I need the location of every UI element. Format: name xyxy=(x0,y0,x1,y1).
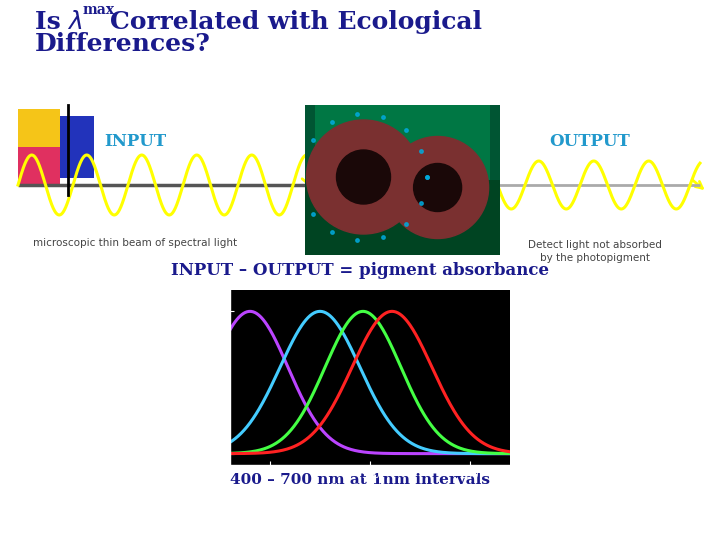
Bar xyxy=(18,109,60,147)
Text: Correlated with Ecological: Correlated with Ecological xyxy=(110,10,482,34)
Circle shape xyxy=(307,120,420,234)
Y-axis label: %Absorbance: %Absorbance xyxy=(158,344,168,411)
Bar xyxy=(315,105,490,180)
Text: INPUT – OUTPUT = pigment absorbance: INPUT – OUTPUT = pigment absorbance xyxy=(171,262,549,279)
Text: $\lambda$: $\lambda$ xyxy=(67,10,82,34)
Text: OUTPUT: OUTPUT xyxy=(549,133,631,150)
Text: 400 – 700 nm at 1nm intervals: 400 – 700 nm at 1nm intervals xyxy=(230,473,490,487)
Text: by the photopigment: by the photopigment xyxy=(540,253,650,263)
Bar xyxy=(18,145,60,185)
Circle shape xyxy=(336,150,390,204)
X-axis label: Wavelength  nm: Wavelength nm xyxy=(328,483,413,492)
Circle shape xyxy=(413,164,462,212)
Text: microscopic thin beam of spectral light: microscopic thin beam of spectral light xyxy=(33,238,237,248)
Text: INPUT: INPUT xyxy=(104,133,166,150)
Text: Differences?: Differences? xyxy=(35,32,211,56)
Text: max: max xyxy=(83,3,115,17)
Circle shape xyxy=(387,137,489,239)
Text: Detect light not absorbed: Detect light not absorbed xyxy=(528,240,662,250)
Text: Is: Is xyxy=(35,10,70,34)
Bar xyxy=(305,105,500,255)
Bar xyxy=(305,180,500,255)
Bar xyxy=(44,116,94,178)
